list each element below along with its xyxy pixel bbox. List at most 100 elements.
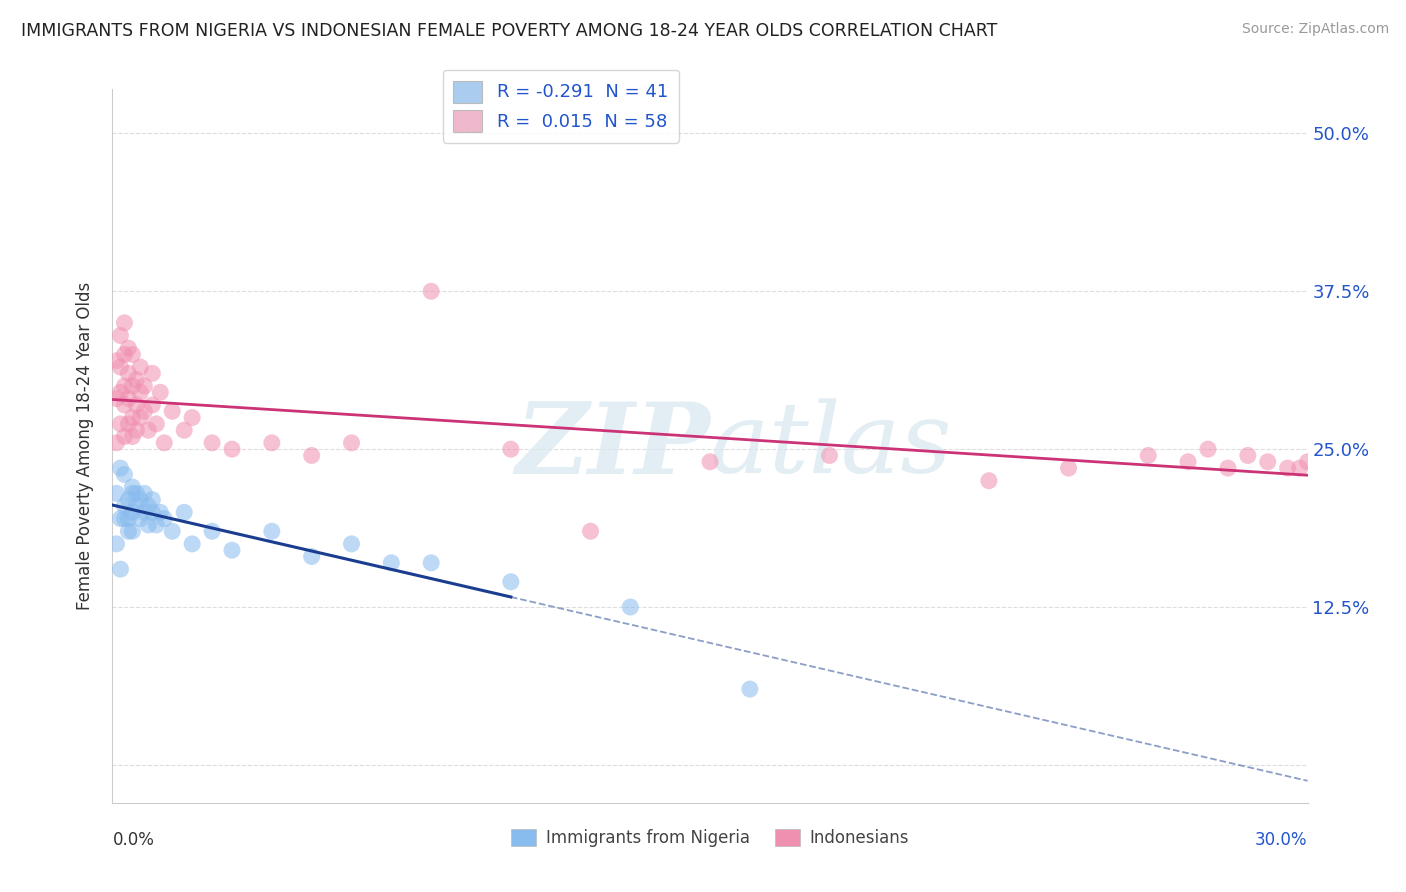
Point (301, 549, 323, 564)
Point (818, 449, 841, 463)
Point (141, 505, 163, 519)
Point (221, 543, 243, 558)
Point (117, 511, 139, 525)
Point (145, 517, 167, 532)
Point (153, 511, 176, 525)
Point (162, 524, 183, 539)
Point (129, 360, 152, 375)
Point (1237, 449, 1260, 463)
Point (117, 392, 139, 406)
Point (114, 511, 135, 525)
Point (138, 499, 160, 513)
Point (110, 417, 132, 431)
Point (129, 410, 152, 425)
Point (420, 285, 443, 299)
Point (134, 379, 156, 393)
Point (699, 455, 721, 469)
Point (129, 492, 152, 507)
Point (1197, 442, 1219, 457)
Point (114, 316, 135, 330)
Point (1257, 455, 1279, 469)
Point (110, 511, 132, 525)
Point (117, 341, 139, 355)
Point (121, 410, 143, 425)
Point (114, 347, 135, 361)
Point (499, 574, 522, 589)
Point (121, 429, 143, 443)
Point (121, 480, 143, 494)
Point (105, 392, 128, 406)
Point (125, 423, 148, 437)
Point (114, 429, 135, 443)
Point (121, 379, 143, 393)
Text: 0.0%: 0.0% (112, 831, 155, 849)
Point (1216, 461, 1239, 475)
Point (221, 442, 243, 457)
Point (1277, 461, 1299, 475)
Text: atlas: atlas (710, 399, 953, 493)
Point (125, 499, 148, 513)
Point (114, 379, 135, 393)
Point (153, 435, 176, 450)
Legend: Immigrants from Nigeria, Indonesians: Immigrants from Nigeria, Indonesians (502, 821, 918, 855)
Point (579, 524, 602, 539)
Point (110, 562, 132, 576)
Point (173, 423, 195, 437)
Point (129, 385, 152, 400)
Point (117, 367, 139, 381)
Text: ZIP: ZIP (515, 398, 710, 494)
Point (619, 600, 641, 615)
Point (201, 435, 224, 450)
Point (134, 486, 156, 500)
Point (181, 410, 204, 425)
Point (1177, 455, 1199, 469)
Point (134, 404, 156, 418)
Point (114, 398, 135, 412)
Point (141, 367, 163, 381)
Point (1288, 461, 1310, 475)
Point (121, 486, 143, 500)
Point (114, 467, 135, 482)
Point (1296, 455, 1319, 469)
Point (260, 524, 283, 539)
Point (105, 435, 128, 450)
Point (105, 537, 128, 551)
Point (977, 474, 1000, 488)
Point (420, 556, 443, 570)
Point (110, 328, 132, 343)
Text: 30.0%: 30.0% (1256, 831, 1308, 849)
Point (1057, 461, 1080, 475)
Point (149, 505, 172, 519)
Point (110, 461, 132, 475)
Point (138, 517, 160, 532)
Text: IMMIGRANTS FROM NIGERIA VS INDONESIAN FEMALE POVERTY AMONG 18-24 YEAR OLDS CORRE: IMMIGRANTS FROM NIGERIA VS INDONESIAN FE… (21, 22, 997, 40)
Point (105, 486, 128, 500)
Point (141, 492, 163, 507)
Point (117, 417, 139, 431)
Point (129, 511, 152, 525)
Point (738, 682, 761, 697)
Point (173, 505, 195, 519)
Point (121, 505, 143, 519)
Text: Source: ZipAtlas.com: Source: ZipAtlas.com (1241, 22, 1389, 37)
Point (110, 360, 132, 375)
Point (134, 505, 156, 519)
Point (141, 398, 163, 412)
Point (121, 524, 143, 539)
Point (105, 353, 128, 368)
Point (260, 435, 283, 450)
Point (380, 556, 402, 570)
Point (138, 423, 160, 437)
Point (1137, 449, 1160, 463)
Point (149, 385, 172, 400)
Point (125, 486, 148, 500)
Point (181, 537, 204, 551)
Point (121, 347, 143, 361)
Y-axis label: Female Poverty Among 18-24 Year Olds: Female Poverty Among 18-24 Year Olds (76, 282, 94, 610)
Point (117, 524, 139, 539)
Point (110, 385, 132, 400)
Point (201, 524, 224, 539)
Point (499, 442, 522, 457)
Point (340, 435, 363, 450)
Point (125, 398, 148, 412)
